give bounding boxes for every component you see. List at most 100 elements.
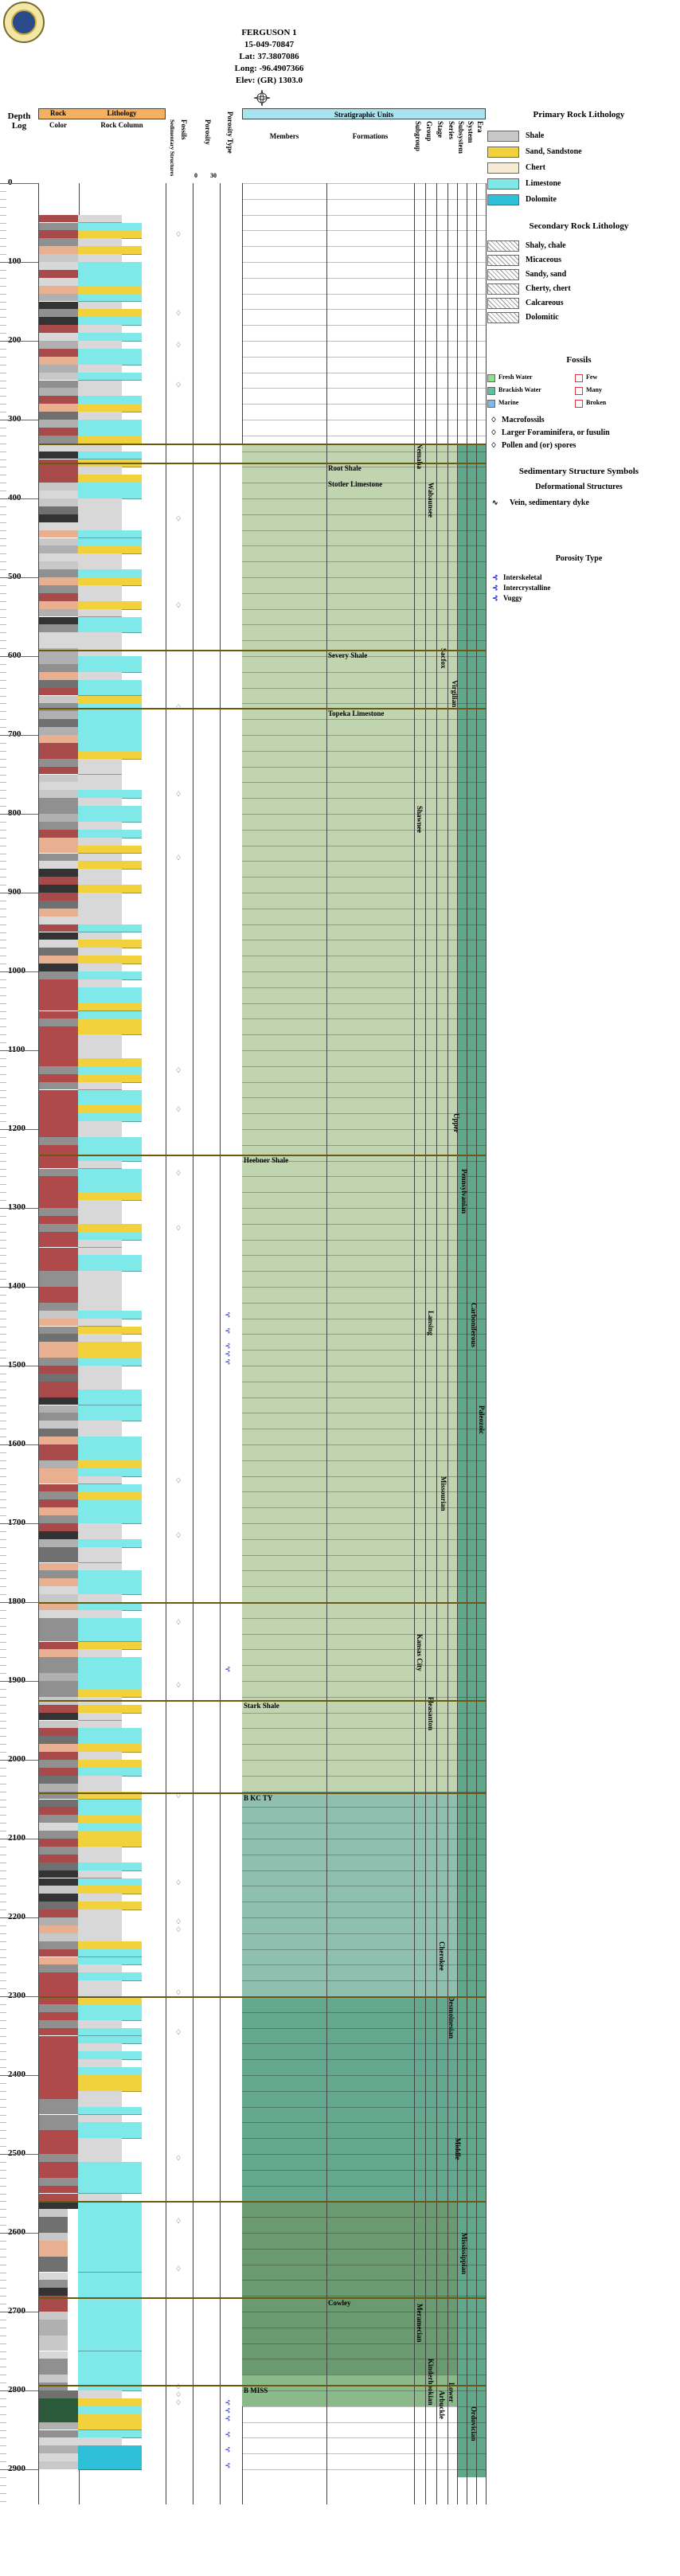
rock-color-band [39,2240,68,2249]
depth-tick [0,877,6,878]
strat-gridline [242,2169,486,2171]
depth-tick [0,1728,6,1730]
rock-color-band [39,719,79,728]
rock-color-band [39,301,79,310]
depth-tick [0,333,6,334]
depth-tick [0,301,6,303]
strat-divider [447,183,448,2504]
rock-color-band [39,2169,79,2178]
lithology-swatch [487,178,519,190]
log-title: Log [11,121,27,131]
depth-tick [0,924,6,925]
depth-tick [0,2027,6,2029]
rock-color-band [39,1065,79,1074]
rock-color-band [39,648,79,656]
fossil-symbol: ♢ [175,2027,182,2036]
depth-tick [0,1263,6,1265]
rock-color-band [39,2217,68,2226]
rock-color-band [39,1113,79,1122]
depth-tick [0,1208,38,1209]
rock-color-band [39,1704,79,1713]
rock-color-band [39,1665,79,1674]
rock-color-band [39,711,79,720]
rock-color-band [39,1334,79,1343]
depth-tick [0,640,6,642]
rock-color-band [39,1042,79,1050]
depth-tick [0,1018,6,1020]
deform-label: Vein, sedimentary dyke [510,498,589,507]
fossil-symbol: ♢ [175,600,182,609]
secondary-label: Calcareous [526,299,564,307]
rock-color-band [39,1594,79,1602]
fossil-abund-label: Many [586,386,602,393]
strat-gridline [242,987,486,988]
rock-color-band [39,475,79,483]
strat-gridline [242,2233,486,2234]
rock-color-band [39,663,79,672]
depth-tick [0,2161,6,2163]
strat-gridline [242,2011,486,2013]
porosity-icon: ⊰ [492,584,498,592]
rock-color-band [39,979,79,987]
rock-color-band [39,1003,79,1011]
strat-gridline [242,2343,486,2344]
depth-tick [0,1767,6,1769]
rock-color-band [39,1342,79,1351]
rock-color-band [39,1350,79,1358]
rock-color-band [39,380,79,389]
fossil-symbol: ♢ [175,2383,182,2391]
compass-icon [253,89,271,107]
rock-color-band [39,1609,79,1618]
rock-color-band [39,483,79,491]
fossil-symbol: ♢ [175,230,182,239]
strat-gridline [242,1050,486,1051]
rock-color-band [39,2138,79,2147]
depth-tick [0,1271,6,1272]
depth-tick [0,1491,6,1493]
rock-color-band [39,1239,79,1248]
depth-tick [0,2351,6,2352]
unit-boundary-line [38,1792,486,1794]
fossil-type-icon: ♢ [490,428,498,436]
depth-tick [0,1350,6,1351]
depth-tick [0,2248,6,2250]
formations-title: Formations [352,132,389,140]
rock-color-band [39,2193,79,2202]
rock-color-band [39,1586,79,1595]
rock-color-band [39,1507,79,1516]
subgroup-label: Desmoinesian [447,1996,455,2039]
rock-color-band [39,1823,79,1831]
strat-gridline [242,861,486,862]
strat-gridline [242,1287,486,1288]
strat-gridline [242,1617,486,1619]
rock-color-band [39,2225,68,2233]
rock-color-band [39,1057,79,1066]
rock-color-band [39,2177,79,2186]
strat-gridline [242,2154,486,2155]
depth-tick [0,451,6,452]
depth-tick [0,2288,6,2289]
depth-tick [0,2138,6,2140]
group-title: Group [425,121,433,142]
depth-tick [0,1665,6,1667]
depth-label: 2700 [8,2306,25,2316]
formation-label: Cowley [328,2299,351,2308]
rock-color-band [39,1231,79,1240]
rock-title: Rock [50,109,66,117]
depth-label: 700 [8,729,21,739]
rock-color-band [39,2445,79,2454]
strat-gridline [242,183,486,184]
rock-color-band [39,1121,79,1129]
depth-tick [0,1760,38,1761]
depth-tick [0,285,6,287]
subgroup-label: Lansing [427,1310,435,1335]
porosity-type-symbol: ⊰ [225,1358,231,1366]
depth-tick [0,1815,6,1816]
strat-gridline [242,1192,486,1194]
strat-gridline [242,1760,486,1761]
depth-label: 1400 [8,1281,25,1291]
porosity-type-symbol: ⊰ [225,2398,231,2406]
lithology-title: Lithology [107,109,137,117]
strat-gridline [242,1034,486,1036]
depth-label: 1000 [8,966,25,975]
